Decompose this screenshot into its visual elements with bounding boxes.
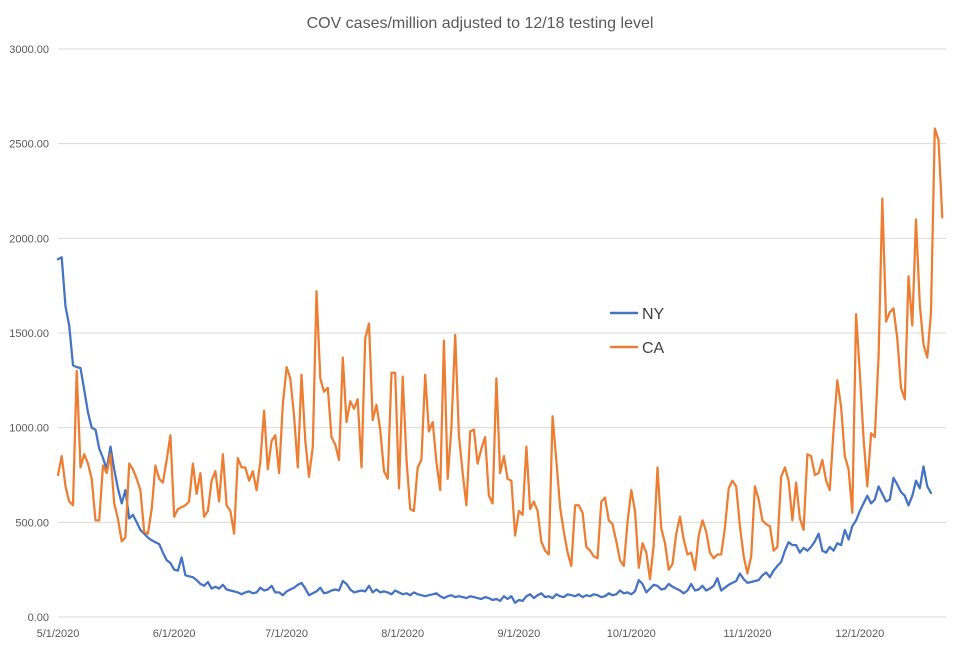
y-tick-label: 1500.00 <box>9 328 49 340</box>
legend: NY CA <box>609 306 665 357</box>
series-lines <box>56 127 944 604</box>
y-tick-label: 1000.00 <box>9 423 49 435</box>
y-tick-label: 0.00 <box>28 612 49 624</box>
gridlines <box>58 48 946 618</box>
x-tick-label: 12/1/2020 <box>835 628 884 640</box>
series-line-ny <box>56 256 933 604</box>
legend-label-ca: CA <box>642 340 665 357</box>
y-axis-tick-labels: 0.00 500.00 1000.00 1500.00 2000.00 2500.00 30… <box>9 44 49 624</box>
x-tick-label: 5/1/2020 <box>37 628 80 640</box>
x-tick-label: 8/1/2020 <box>381 628 424 640</box>
chart-title: COV cases/million adjusted to 12/18 test… <box>307 15 654 32</box>
y-tick-label: 3000.00 <box>9 44 49 56</box>
y-tick-label: 2500.00 <box>9 139 49 151</box>
x-axis-tick-labels: 5/1/2020 6/1/2020 7/1/2020 8/1/2020 9/1/2020… <box>37 628 885 640</box>
x-tick-label: 6/1/2020 <box>153 628 196 640</box>
y-tick-label: 500.00 <box>15 517 49 529</box>
series-line-ca <box>56 127 944 581</box>
y-tick-label: 2000.00 <box>9 233 49 245</box>
legend-label-ny: NY <box>642 306 665 323</box>
x-tick-label: 11/1/2020 <box>723 628 771 640</box>
x-tick-label: 7/1/2020 <box>265 628 308 640</box>
x-tick-label: 9/1/2020 <box>497 628 540 640</box>
x-tick-label: 10/1/2020 <box>607 628 656 640</box>
